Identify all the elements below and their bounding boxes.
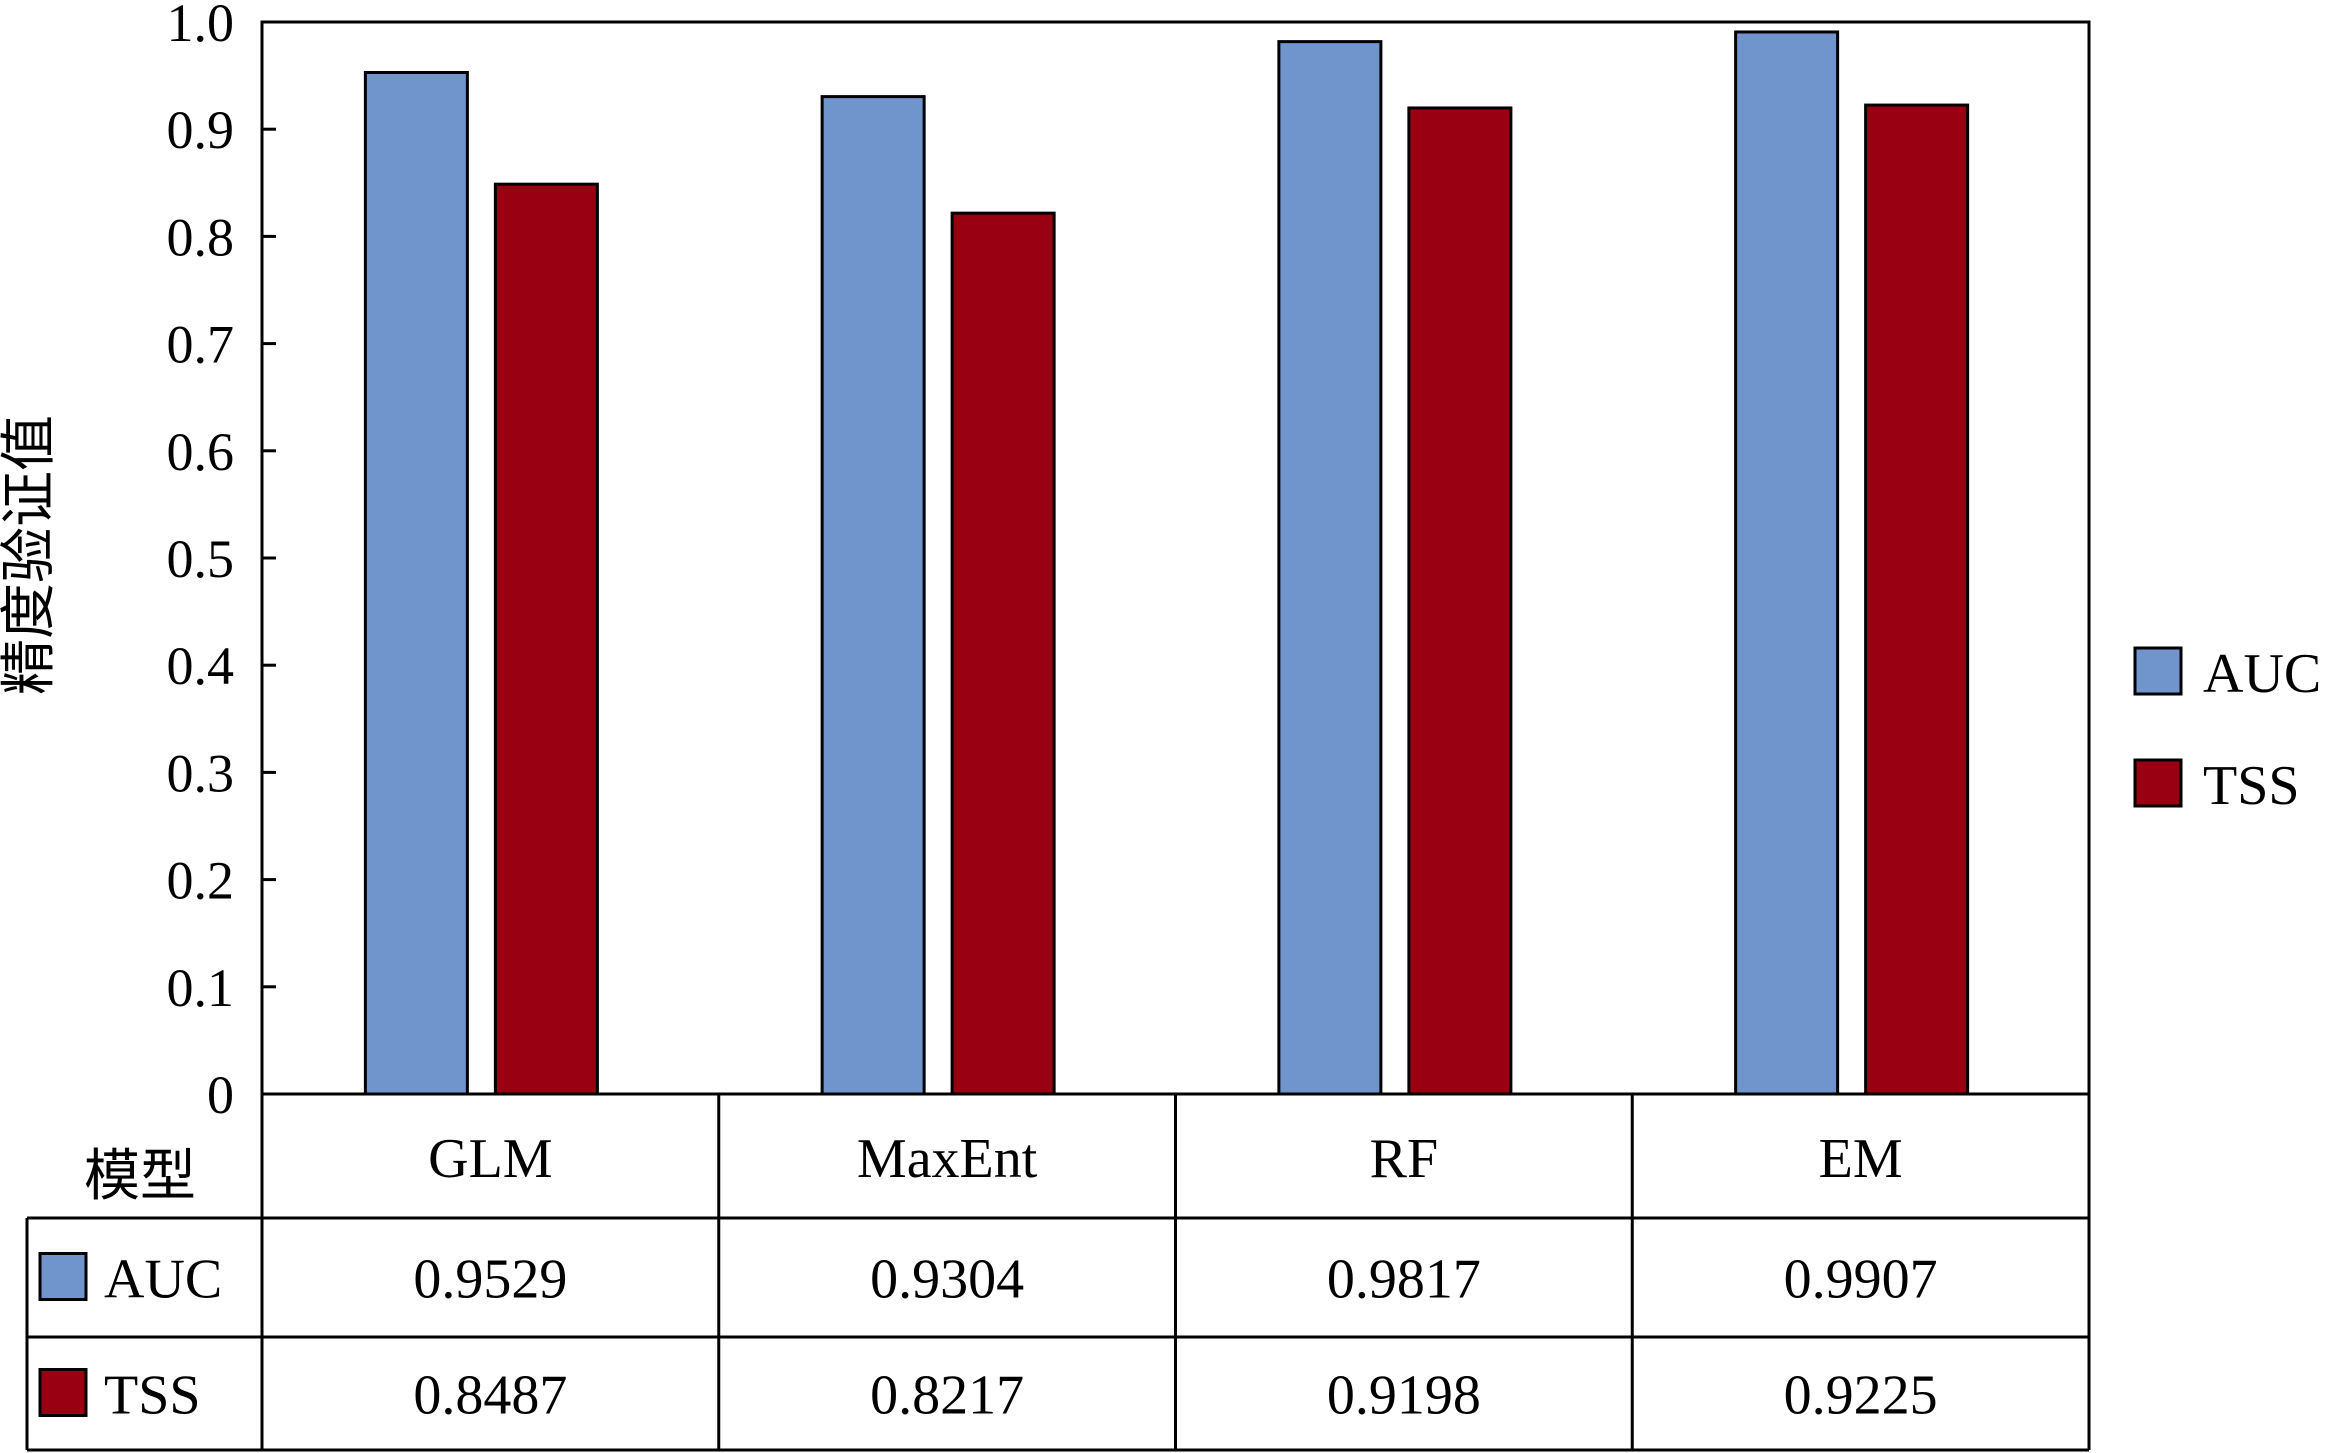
y-tick-label: 0.2 xyxy=(167,851,235,911)
data-label: 0.9198 xyxy=(1327,1365,1481,1427)
y-tick-label: 0.3 xyxy=(167,743,235,803)
bar-tss-em xyxy=(1864,103,1970,1096)
data-table: 模型 GLM MaxEnt RF EM AUC 0.9529 0.9304 0.9817 0.99… xyxy=(25,1092,2091,1452)
data-label: 0.9907 xyxy=(1784,1249,1938,1311)
y-tick-label: 0.4 xyxy=(167,636,235,696)
y-tick-label: 0.6 xyxy=(167,422,235,482)
y-axis-label: 精度验证值 xyxy=(0,415,61,695)
bars xyxy=(363,30,1970,1096)
legend: AUC TSS xyxy=(2133,643,2321,817)
bar-auc-rf xyxy=(1277,40,1383,1096)
y-tick-label: 0.5 xyxy=(167,529,235,589)
bar-tss-rf xyxy=(1407,106,1513,1096)
y-tick-label: 0.1 xyxy=(167,958,235,1018)
y-tick-label: 0 xyxy=(207,1065,234,1125)
y-tick-label: 0.8 xyxy=(167,207,235,267)
data-label: 0.9529 xyxy=(413,1249,567,1311)
bar-auc-maxent xyxy=(820,95,926,1096)
x-tick-label: EM xyxy=(1819,1128,1903,1190)
legend-label-auc: AUC xyxy=(2203,643,2321,705)
table-series-name: TSS xyxy=(104,1365,201,1427)
y-axis: 0 0.1 0.2 0.3 0.4 0.5 0.6 0.7 0.8 0.9 1.0 xyxy=(167,0,276,1125)
legend-swatch-tss xyxy=(2133,758,2183,808)
data-label: 0.9225 xyxy=(1784,1365,1938,1427)
legend-label-tss: TSS xyxy=(2203,755,2300,817)
data-label: 0.8217 xyxy=(870,1365,1024,1427)
table-series-name: AUC xyxy=(104,1249,222,1311)
x-axis-label: 模型 xyxy=(84,1146,196,1208)
y-tick-label: 1.0 xyxy=(167,0,235,53)
bar-tss-maxent xyxy=(950,211,1056,1096)
y-tick-label: 0.9 xyxy=(167,100,235,160)
data-label: 0.8487 xyxy=(413,1365,567,1427)
x-tick-label: RF xyxy=(1370,1128,1439,1190)
y-tick-label: 0.7 xyxy=(167,315,235,375)
bar-auc-em xyxy=(1734,30,1840,1096)
x-tick-label: MaxEnt xyxy=(857,1128,1038,1190)
data-label: 0.9304 xyxy=(870,1249,1024,1311)
table-swatch-tss xyxy=(38,1368,88,1417)
x-tick-label: GLM xyxy=(428,1128,552,1190)
legend-swatch-auc xyxy=(2133,646,2183,696)
bar-tss-glm xyxy=(493,182,599,1096)
bar-auc-glm xyxy=(363,70,469,1096)
table-swatch-auc xyxy=(38,1252,88,1301)
data-label: 0.9817 xyxy=(1327,1249,1481,1311)
